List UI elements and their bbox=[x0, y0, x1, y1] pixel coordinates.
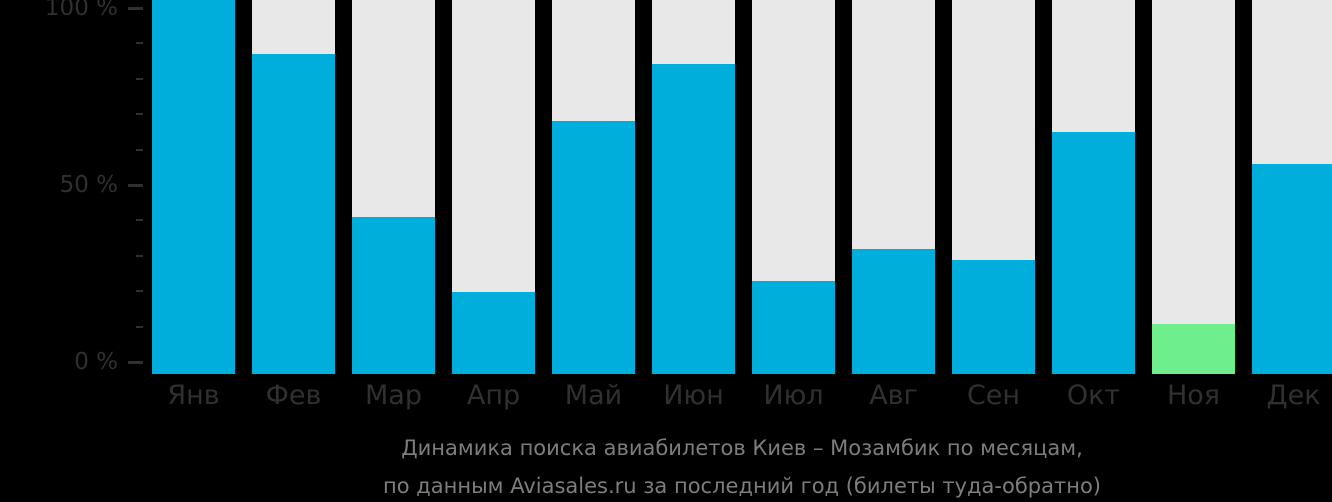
x-axis-month-label: Янв bbox=[167, 380, 220, 411]
bar-fill bbox=[1052, 132, 1135, 374]
x-axis-month-label: Мар bbox=[365, 380, 422, 411]
x-axis-month-label: Дек bbox=[1266, 380, 1321, 411]
bar-fill bbox=[352, 217, 435, 374]
bar-fill-highlighted bbox=[1152, 324, 1235, 374]
bar-slot: Апр bbox=[452, 0, 535, 411]
x-axis-month-label: Авг bbox=[869, 380, 918, 411]
y-axis-minor-tick bbox=[136, 42, 143, 44]
bar-slot: Сен bbox=[952, 0, 1035, 411]
bar-slot: Янв bbox=[152, 0, 235, 411]
x-axis-month-label: Июн bbox=[663, 380, 724, 411]
bar-fill bbox=[652, 64, 735, 374]
y-axis-tick-label: 0 % bbox=[74, 349, 118, 375]
x-axis-month-label: Май bbox=[564, 380, 623, 411]
y-axis-tick-label: 100 % bbox=[44, 0, 118, 21]
y-axis-minor-tick bbox=[136, 149, 143, 151]
bar-fill bbox=[752, 281, 835, 374]
y-axis-minor-tick bbox=[136, 219, 143, 221]
bar-fill bbox=[952, 260, 1035, 374]
bar-slot: Ноя bbox=[1152, 0, 1235, 411]
x-axis-month-label: Июл bbox=[763, 380, 824, 411]
bar-fill bbox=[552, 121, 635, 374]
bar-slot: Авг bbox=[852, 0, 935, 411]
x-axis-month-label: Фев bbox=[265, 380, 322, 411]
bar-fill bbox=[1252, 164, 1332, 374]
bar-slot: Июл bbox=[752, 0, 835, 411]
bar-slot: Окт bbox=[1052, 0, 1135, 411]
bar-slot: Июн bbox=[652, 0, 735, 411]
caption-line-2: по данным Aviasales.ru за последний год … bbox=[383, 474, 1101, 498]
y-axis-minor-tick bbox=[136, 113, 143, 115]
caption-line-1: Динамика поиска авиабилетов Киев – Мозам… bbox=[401, 436, 1083, 460]
bar-slot: Фев bbox=[252, 0, 335, 411]
bar-slot: Дек bbox=[1252, 0, 1332, 411]
y-axis-tick-label: 50 % bbox=[59, 172, 118, 198]
bar-fill bbox=[852, 249, 935, 374]
bar-chart-plot: 100 % 50 % 0 % Янв Фев Мар Апр Май Июн Июл Авг Сен… bbox=[0, 0, 1332, 420]
bar-fill bbox=[152, 0, 235, 374]
y-axis-minor-tick bbox=[136, 78, 143, 80]
chart-caption: Динамика поиска авиабилетов Киев – Мозам… bbox=[152, 429, 1332, 502]
bar-fill bbox=[252, 54, 335, 374]
bar-background-track bbox=[1152, 0, 1235, 374]
y-axis-minor-tick bbox=[136, 326, 143, 328]
y-axis-major-tick bbox=[128, 7, 143, 10]
x-axis-month-label: Ноя bbox=[1166, 380, 1221, 411]
y-axis-minor-tick bbox=[136, 290, 143, 292]
bar-slot: Мар bbox=[352, 0, 435, 411]
x-axis-month-label: Апр bbox=[466, 380, 521, 411]
y-axis-major-tick bbox=[128, 184, 143, 187]
bar-fill bbox=[452, 292, 535, 374]
x-axis-month-label: Сен bbox=[966, 380, 1021, 411]
x-axis-month-label: Окт bbox=[1066, 380, 1121, 411]
bars-area: Янв Фев Мар Апр Май Июн Июл Авг Сен Окт Ноя Дек bbox=[152, 0, 1332, 420]
y-axis-major-tick bbox=[128, 361, 143, 364]
bar-slot: Май bbox=[552, 0, 635, 411]
y-axis-minor-tick bbox=[136, 255, 143, 257]
y-axis: 100 % 50 % 0 % bbox=[0, 0, 152, 375]
